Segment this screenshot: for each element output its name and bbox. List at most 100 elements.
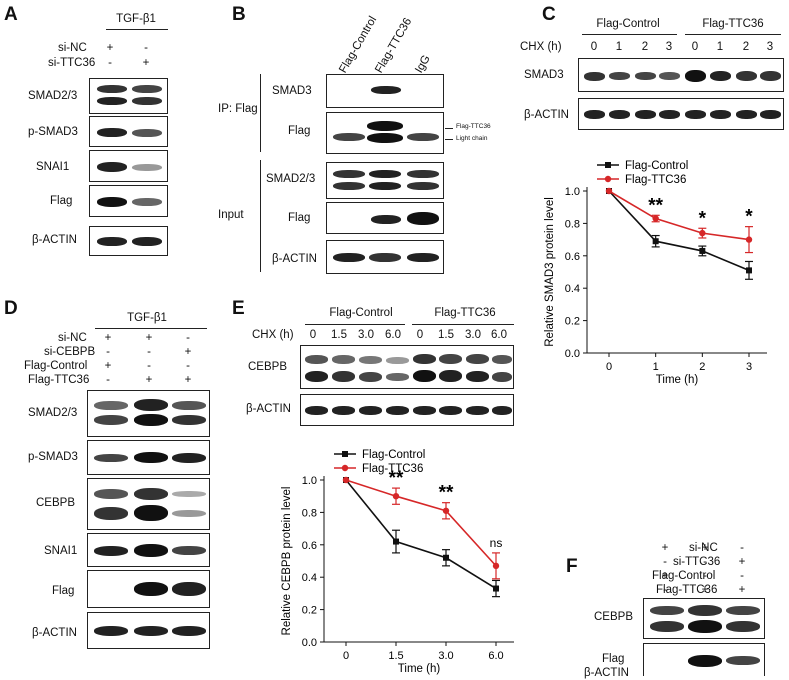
panel-label-c: C <box>542 4 556 25</box>
blot-label: β-ACTIN <box>584 667 629 679</box>
blot-snai1-d <box>87 533 210 567</box>
blot-snai1-a <box>89 150 168 182</box>
data-point <box>652 238 659 245</box>
timepoint: 3.0 <box>465 329 481 341</box>
series-line <box>608 190 750 272</box>
timepoint: 0 <box>691 41 699 53</box>
cond-mark: - <box>186 360 190 372</box>
blot-smad3-b <box>326 74 444 108</box>
cond-mark: - <box>703 570 707 582</box>
blot-label: SMAD2/3 <box>28 90 78 102</box>
cond-mark: + <box>701 584 709 596</box>
y-tick-label: 1.0 <box>565 186 580 198</box>
x-tick-label: 6.0 <box>488 650 503 662</box>
significance-mark: * <box>745 207 753 228</box>
data-point <box>392 493 400 500</box>
timepoint: 0 <box>309 329 317 341</box>
blot-label: β-ACTIN <box>246 403 291 415</box>
y-axis-label: Relative SMAD3 protein level <box>544 197 556 347</box>
significance-mark: ns <box>490 536 503 550</box>
timepoint: 0 <box>590 41 598 53</box>
blot-cebpb-d <box>87 478 210 530</box>
x-tick-label: 1.5 <box>388 650 403 662</box>
x-tick-label: 0 <box>343 650 349 662</box>
data-point <box>746 267 752 274</box>
blot-smad23-a <box>89 78 168 114</box>
treatment-header-d: TGF-β1 <box>127 312 167 324</box>
cond-mark: + <box>145 332 153 344</box>
panel-label-b: B <box>232 4 246 25</box>
timepoint: 1.5 <box>331 329 347 341</box>
group-label: Flag-TTC36 <box>702 18 764 30</box>
blot-label: β-ACTIN <box>272 253 317 265</box>
legend-marker <box>341 464 349 472</box>
treatment-header-a: TGF-β1 <box>116 13 156 25</box>
blot-label: SMAD2/3 <box>266 173 316 185</box>
data-point <box>699 247 706 254</box>
blot-label: p-SMAD3 <box>28 451 78 463</box>
y-tick-label: 0.6 <box>565 251 580 263</box>
legend-label: Flag-Control <box>625 160 688 172</box>
cond-label: si-NC <box>58 42 87 54</box>
blot-label: Flag <box>50 195 73 207</box>
blot-label: β-ACTIN <box>32 234 77 246</box>
blot-flag-input-b <box>326 202 444 234</box>
chart-e: 0.0 0.2 0.4 0.6 0.8 1.0 0 1.5 3.0 6.0 Time (h) Rela… <box>281 449 514 675</box>
timepoint: 2 <box>742 41 750 53</box>
blot-psmad3-d <box>87 440 210 475</box>
significance-mark: ** <box>389 468 404 489</box>
blot-label: SNAI1 <box>36 161 70 173</box>
cond-mark: + <box>738 584 746 596</box>
blot-label: CEBPB <box>248 361 287 373</box>
cond-label: Flag-Control <box>24 360 88 372</box>
timepoint: 1 <box>615 41 623 53</box>
blot-label: SNAI1 <box>44 545 78 557</box>
cond-mark: - <box>663 584 667 596</box>
ip-label: IP: Flag <box>218 103 258 115</box>
blot-label: SMAD2/3 <box>28 407 78 419</box>
blot-label: SMAD3 <box>272 85 312 97</box>
chx-label: CHX (h) <box>520 41 562 53</box>
cond-label: si-TTC36 <box>48 57 96 69</box>
x-axis-label: Time (h) <box>398 663 441 675</box>
cond-mark: + <box>104 332 112 344</box>
blot-flag-f <box>643 643 765 676</box>
cond-mark: - <box>740 542 744 554</box>
annotation: Flag-TTC36 <box>456 123 491 130</box>
y-tick-label: 0.4 <box>302 572 317 584</box>
blot-label: p-SMAD3 <box>28 126 78 138</box>
data-point <box>342 476 350 484</box>
cond-label: si-NC <box>689 542 718 554</box>
cond-mark: - <box>108 57 112 69</box>
blot-actin-e <box>300 394 514 426</box>
cond-label: Flag-TTC36 <box>28 374 90 386</box>
cond-mark: - <box>147 346 151 358</box>
data-point <box>393 538 399 545</box>
group-label: Flag-TTC36 <box>434 307 496 319</box>
cond-mark: - <box>186 332 190 344</box>
y-tick-label: 0.2 <box>302 605 317 617</box>
legend-marker <box>605 162 611 168</box>
blot-label: SMAD3 <box>524 69 564 81</box>
significance-mark: ** <box>439 483 454 504</box>
data-point <box>492 562 500 570</box>
annotation: Light chain <box>456 135 488 142</box>
blot-label: β-ACTIN <box>524 109 569 121</box>
cond-mark: + <box>104 360 112 372</box>
blot-actin-d <box>87 612 210 649</box>
x-tick-label: 3 <box>746 361 752 373</box>
y-tick-label: 0.4 <box>565 283 580 295</box>
group-label: Flag-Control <box>329 307 393 319</box>
input-label: Input <box>218 209 244 221</box>
timepoint: 1.5 <box>438 329 454 341</box>
timepoint: 1 <box>716 41 724 53</box>
blot-psmad3-a <box>89 116 168 147</box>
data-point <box>443 554 449 561</box>
data-point <box>442 507 450 514</box>
lane-label: IgG <box>413 53 433 76</box>
y-tick-label: 0.0 <box>302 637 317 649</box>
y-axis-label: Relative CEBPB protein level <box>281 487 293 636</box>
blot-label: Flag <box>602 653 625 665</box>
data-point <box>699 229 706 237</box>
cond-label: Flag-TTC36 <box>656 584 718 596</box>
